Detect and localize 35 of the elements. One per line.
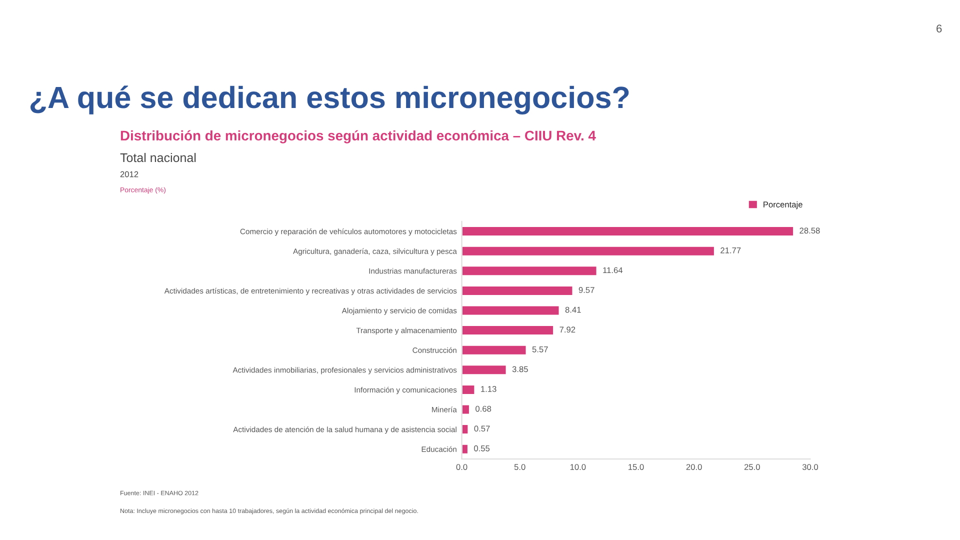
bar [462, 285, 574, 296]
bar [462, 304, 560, 316]
text: 8.41 [565, 306, 581, 313]
x-tick-label: 5.0 [514, 464, 526, 470]
bar [462, 265, 598, 277]
text: 28.58 [800, 228, 820, 234]
text: 21.77 [720, 247, 741, 254]
bar [462, 226, 794, 237]
bar [462, 384, 476, 396]
x-tick-label: 15.0 [628, 464, 644, 470]
bar [462, 324, 554, 336]
bar [462, 404, 470, 416]
x-tick-label: 25.0 [744, 464, 760, 470]
x-tick-label: 30.0 [802, 464, 818, 470]
bar [462, 344, 528, 356]
bar [462, 424, 470, 435]
text: 9.57 [578, 287, 594, 293]
text: 6 [936, 24, 942, 33]
text: 0.57 [474, 426, 490, 432]
text: 5.57 [532, 346, 548, 352]
x-tick-label: 10.0 [570, 464, 586, 470]
text: 0.55 [474, 445, 490, 452]
text: ¿A qué se dedican estos micronegocios? [30, 86, 629, 114]
text: 3.85 [512, 366, 528, 372]
x-tick-label: 0.0 [456, 464, 468, 470]
legend-label: Porcentaje [764, 201, 802, 210]
text: 1.13 [481, 386, 496, 392]
bar [462, 364, 508, 376]
text: 0.68 [476, 406, 492, 412]
chart-title: Distribución de micronegocios según actividad económica – CIIU Rev. 4 [120, 130, 596, 144]
text: 7.92 [560, 326, 576, 333]
x-tick-label: 20.0 [686, 464, 702, 470]
text: 11.64 [603, 267, 623, 274]
bar [462, 245, 716, 257]
bar [462, 443, 469, 455]
